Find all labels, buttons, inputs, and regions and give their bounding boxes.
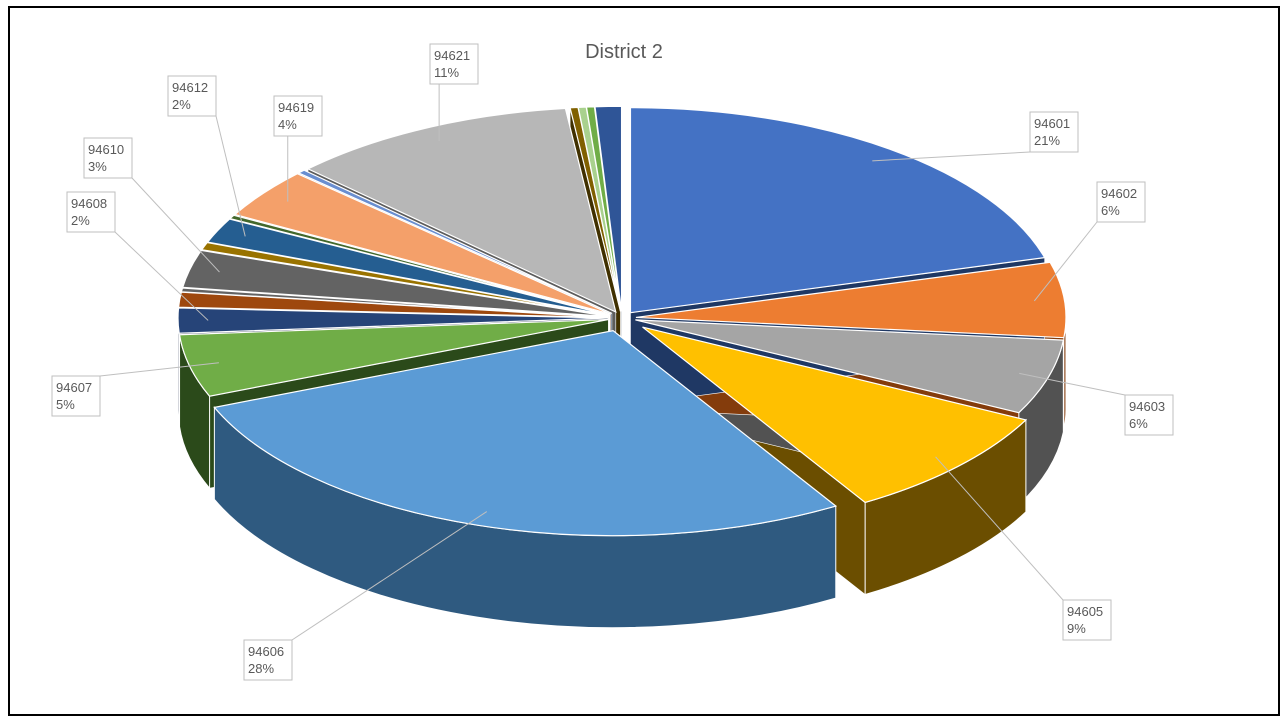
- data-label-box-94610: [83, 137, 133, 179]
- data-label-name-94612: 94612: [172, 80, 208, 95]
- data-label-percent-94607: 5%: [56, 397, 75, 412]
- leader-line-94608: [114, 231, 209, 321]
- pie-slice-small-14: [297, 169, 613, 314]
- data-label-box-94605: [1062, 599, 1112, 641]
- data-label-percent-94603: 6%: [1129, 416, 1148, 431]
- leader-line-94602: [1033, 221, 1098, 302]
- pie-slice-94603: [635, 319, 1065, 414]
- data-label-name-94610: 94610: [88, 142, 124, 157]
- pie-slice-94610: [181, 249, 609, 318]
- pie-slice-94619: [233, 172, 611, 315]
- data-label-box-94603: [1124, 394, 1174, 436]
- data-label-percent-94619: 4%: [278, 117, 297, 132]
- pie-slice-94606: [213, 330, 838, 537]
- data-label-percent-94608: 2%: [71, 213, 90, 228]
- pie-slice-94602: [635, 261, 1067, 339]
- data-label-box-94606: [243, 639, 293, 681]
- data-label-name-94601: 94601: [1034, 116, 1070, 131]
- data-label-box-94602: [1096, 181, 1146, 223]
- data-label-box-94607: [51, 375, 101, 417]
- data-label-percent-94605: 9%: [1067, 621, 1086, 636]
- data-label-percent-94610: 3%: [88, 159, 107, 174]
- data-label-box-94619: [273, 95, 323, 137]
- data-label-name-94602: 94602: [1101, 186, 1137, 201]
- data-label-name-94603: 94603: [1129, 399, 1165, 414]
- data-label-percent-94601: 21%: [1034, 133, 1060, 148]
- data-label-box-94612: [167, 75, 217, 117]
- chart-title: District 2: [585, 41, 663, 63]
- pie-slice-94608: [177, 307, 609, 334]
- data-label-percent-94621: 11%: [434, 65, 459, 80]
- data-label-box-94621: [429, 43, 479, 85]
- data-label-name-94606: 94606: [248, 644, 284, 659]
- pie-slice-small-12: [228, 214, 610, 316]
- leader-line-94606: [291, 511, 488, 641]
- pie-slice-94621: [306, 107, 617, 314]
- data-label-name-94621: 94621: [434, 48, 470, 63]
- data-label-name-94605: 94605: [1067, 604, 1103, 619]
- leader-line-94605: [935, 456, 1064, 601]
- pie-slice-94605: [642, 326, 1028, 504]
- data-label-box-94601: [1029, 111, 1079, 153]
- data-label-percent-94612: 2%: [172, 97, 191, 112]
- leader-line-94610: [131, 177, 220, 273]
- data-label-name-94608: 94608: [71, 196, 107, 211]
- pie-slice-small-19: [594, 105, 623, 312]
- data-label-name-94619: 94619: [278, 100, 314, 115]
- pie-slice-94601: [629, 107, 1046, 314]
- leader-line-94612: [215, 115, 246, 237]
- leader-line-94607: [99, 362, 219, 377]
- leader-line-94603: [1019, 372, 1126, 396]
- pie-tops: [177, 105, 1067, 537]
- leader-line-94601: [872, 151, 1031, 162]
- pie-labels: 94601 21% 94602 6% 94603 6% 94605 9% 94606 28% 946…: [51, 43, 1174, 681]
- data-label-percent-94602: 6%: [1101, 203, 1120, 218]
- data-label-name-94607: 94607: [56, 380, 92, 395]
- data-label-box-94608: [66, 191, 116, 233]
- pie-slice-small-8: [180, 287, 609, 318]
- data-label-percent-94606: 28%: [248, 661, 274, 676]
